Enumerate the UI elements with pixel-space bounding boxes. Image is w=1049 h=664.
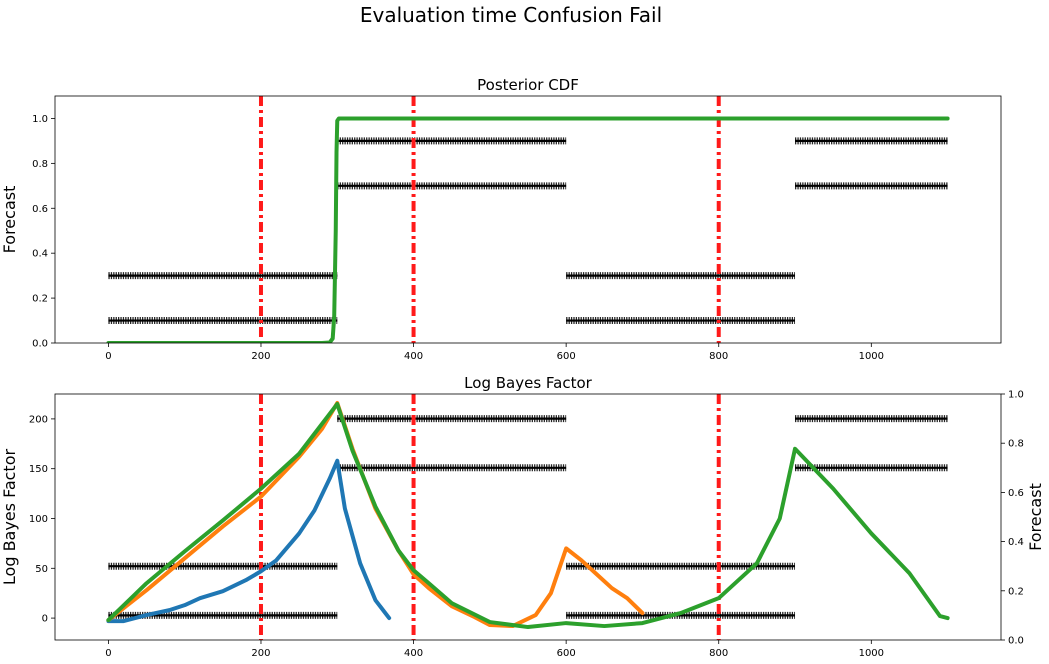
x-tick-label: 400: [404, 351, 423, 362]
forecast-markers: [108, 137, 948, 325]
x-tick-label: 200: [251, 648, 270, 659]
chart-log-bayes-factor: Log Bayes Factor 0 200 400 600 800 1000 0 50 100 1…: [0, 374, 1045, 659]
series-line-orange: [106, 400, 645, 629]
y-tick-label: 150: [29, 464, 48, 475]
x-tick-label: 1000: [859, 351, 884, 362]
plot-frame: [54, 95, 1002, 344]
y2-tick-label: 0.2: [1008, 586, 1024, 597]
y-tick-label: 0.8: [32, 159, 48, 170]
series-group: [106, 400, 950, 630]
x-tick-label: 400: [404, 648, 423, 659]
y-tick-label: 0: [42, 614, 48, 625]
y2-tick-label: 0.4: [1008, 537, 1024, 548]
figure-suptitle: Evaluation time Confusion Fail: [360, 3, 662, 27]
x-tick-label: 800: [709, 351, 728, 362]
plot-frame: [54, 393, 1002, 641]
y2-tick-label: 0.6: [1008, 488, 1024, 499]
series-line-green: [106, 116, 950, 343]
y2-axis-label: Forecast: [1026, 483, 1045, 551]
series-line-blue: [106, 458, 392, 624]
x-tick-label: 0: [105, 351, 111, 362]
chart-title: Log Bayes Factor: [464, 374, 592, 392]
x-tick-label: 600: [557, 648, 576, 659]
y-tick-label: 0.0: [32, 339, 48, 350]
series-group: [106, 116, 950, 343]
y-tick-label: 200: [29, 414, 48, 425]
y-axis-label: Log Bayes Factor: [0, 449, 19, 586]
y-tick-label: 1.0: [32, 114, 48, 125]
y-tick-label: 0.6: [32, 204, 48, 215]
x-tick-label: 600: [557, 351, 576, 362]
chart-posterior-cdf: Posterior CDF 0 200 400 600 800 1000 0.0 0.2 0.4 0…: [0, 76, 1002, 362]
y2-tick-label: 1.0: [1008, 390, 1024, 401]
y-tick-label: 100: [29, 514, 48, 525]
x-tick-label: 200: [251, 351, 270, 362]
y-tick-label: 0.4: [32, 249, 48, 260]
series-line-green: [106, 401, 950, 630]
y-tick-label: 0.2: [32, 294, 48, 305]
x-tick-label: 1000: [859, 648, 884, 659]
y2-tick-label: 0.0: [1008, 636, 1024, 647]
chart-title: Posterior CDF: [477, 76, 579, 94]
forecast-markers: [108, 415, 948, 619]
y2-tick-label: 0.8: [1008, 439, 1024, 450]
x-tick-label: 800: [709, 648, 728, 659]
y-tick-label: 50: [35, 564, 48, 575]
y-axis-label: Forecast: [0, 186, 19, 254]
x-tick-label: 0: [105, 648, 111, 659]
